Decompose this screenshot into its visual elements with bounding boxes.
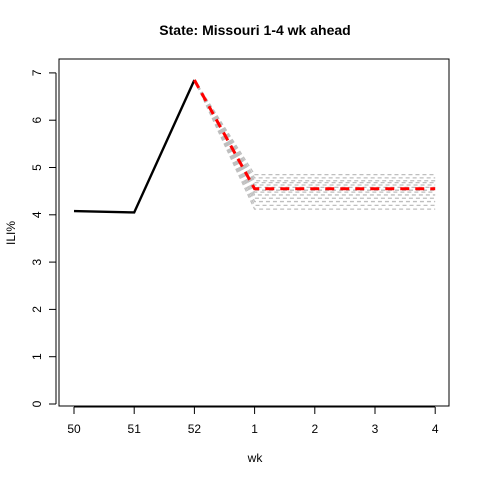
ensemble-line [193,79,436,210]
y-tick-label: 6 [30,117,44,124]
ensemble-line [193,79,436,182]
x-tick-label: 50 [67,422,81,436]
y-tick-label: 3 [30,258,44,265]
x-axis: 50 51 52 1 2 3 4 [67,406,439,436]
ensemble-line [193,79,436,186]
y-tick-label: 0 [30,400,44,407]
y-tick-label: 4 [30,211,44,218]
plot-frame [58,58,450,407]
observed-line [73,79,196,214]
y-axis: 0 1 2 3 4 5 6 7 [30,69,57,407]
x-tick-label: 51 [128,422,142,436]
x-tick-label: 4 [432,422,439,436]
ensemble-line [193,79,436,184]
forecast-median-line [193,79,436,191]
ensemble-line [193,79,436,199]
ensemble-line [193,79,436,191]
ensemble-line [193,79,436,176]
x-axis-label: wk [247,451,264,465]
x-tick-label: 2 [311,422,318,436]
ensemble-line [193,79,436,179]
y-tick-label: 5 [30,164,44,171]
chart-title: State: Missouri 1-4 wk ahead [159,22,350,38]
x-tick-label: 52 [188,422,202,436]
y-tick-label: 2 [30,306,44,313]
ensemble-line [193,79,436,203]
y-tick-label: 1 [30,353,44,360]
ensemble-line [193,79,436,189]
y-axis-label: ILI% [4,221,18,245]
x-tick-label: 3 [372,422,379,436]
data-series [73,79,436,214]
ensemble-line [193,79,436,206]
ensemble-line [193,79,436,196]
x-tick-label: 1 [251,422,258,436]
y-tick-label: 7 [30,69,44,76]
